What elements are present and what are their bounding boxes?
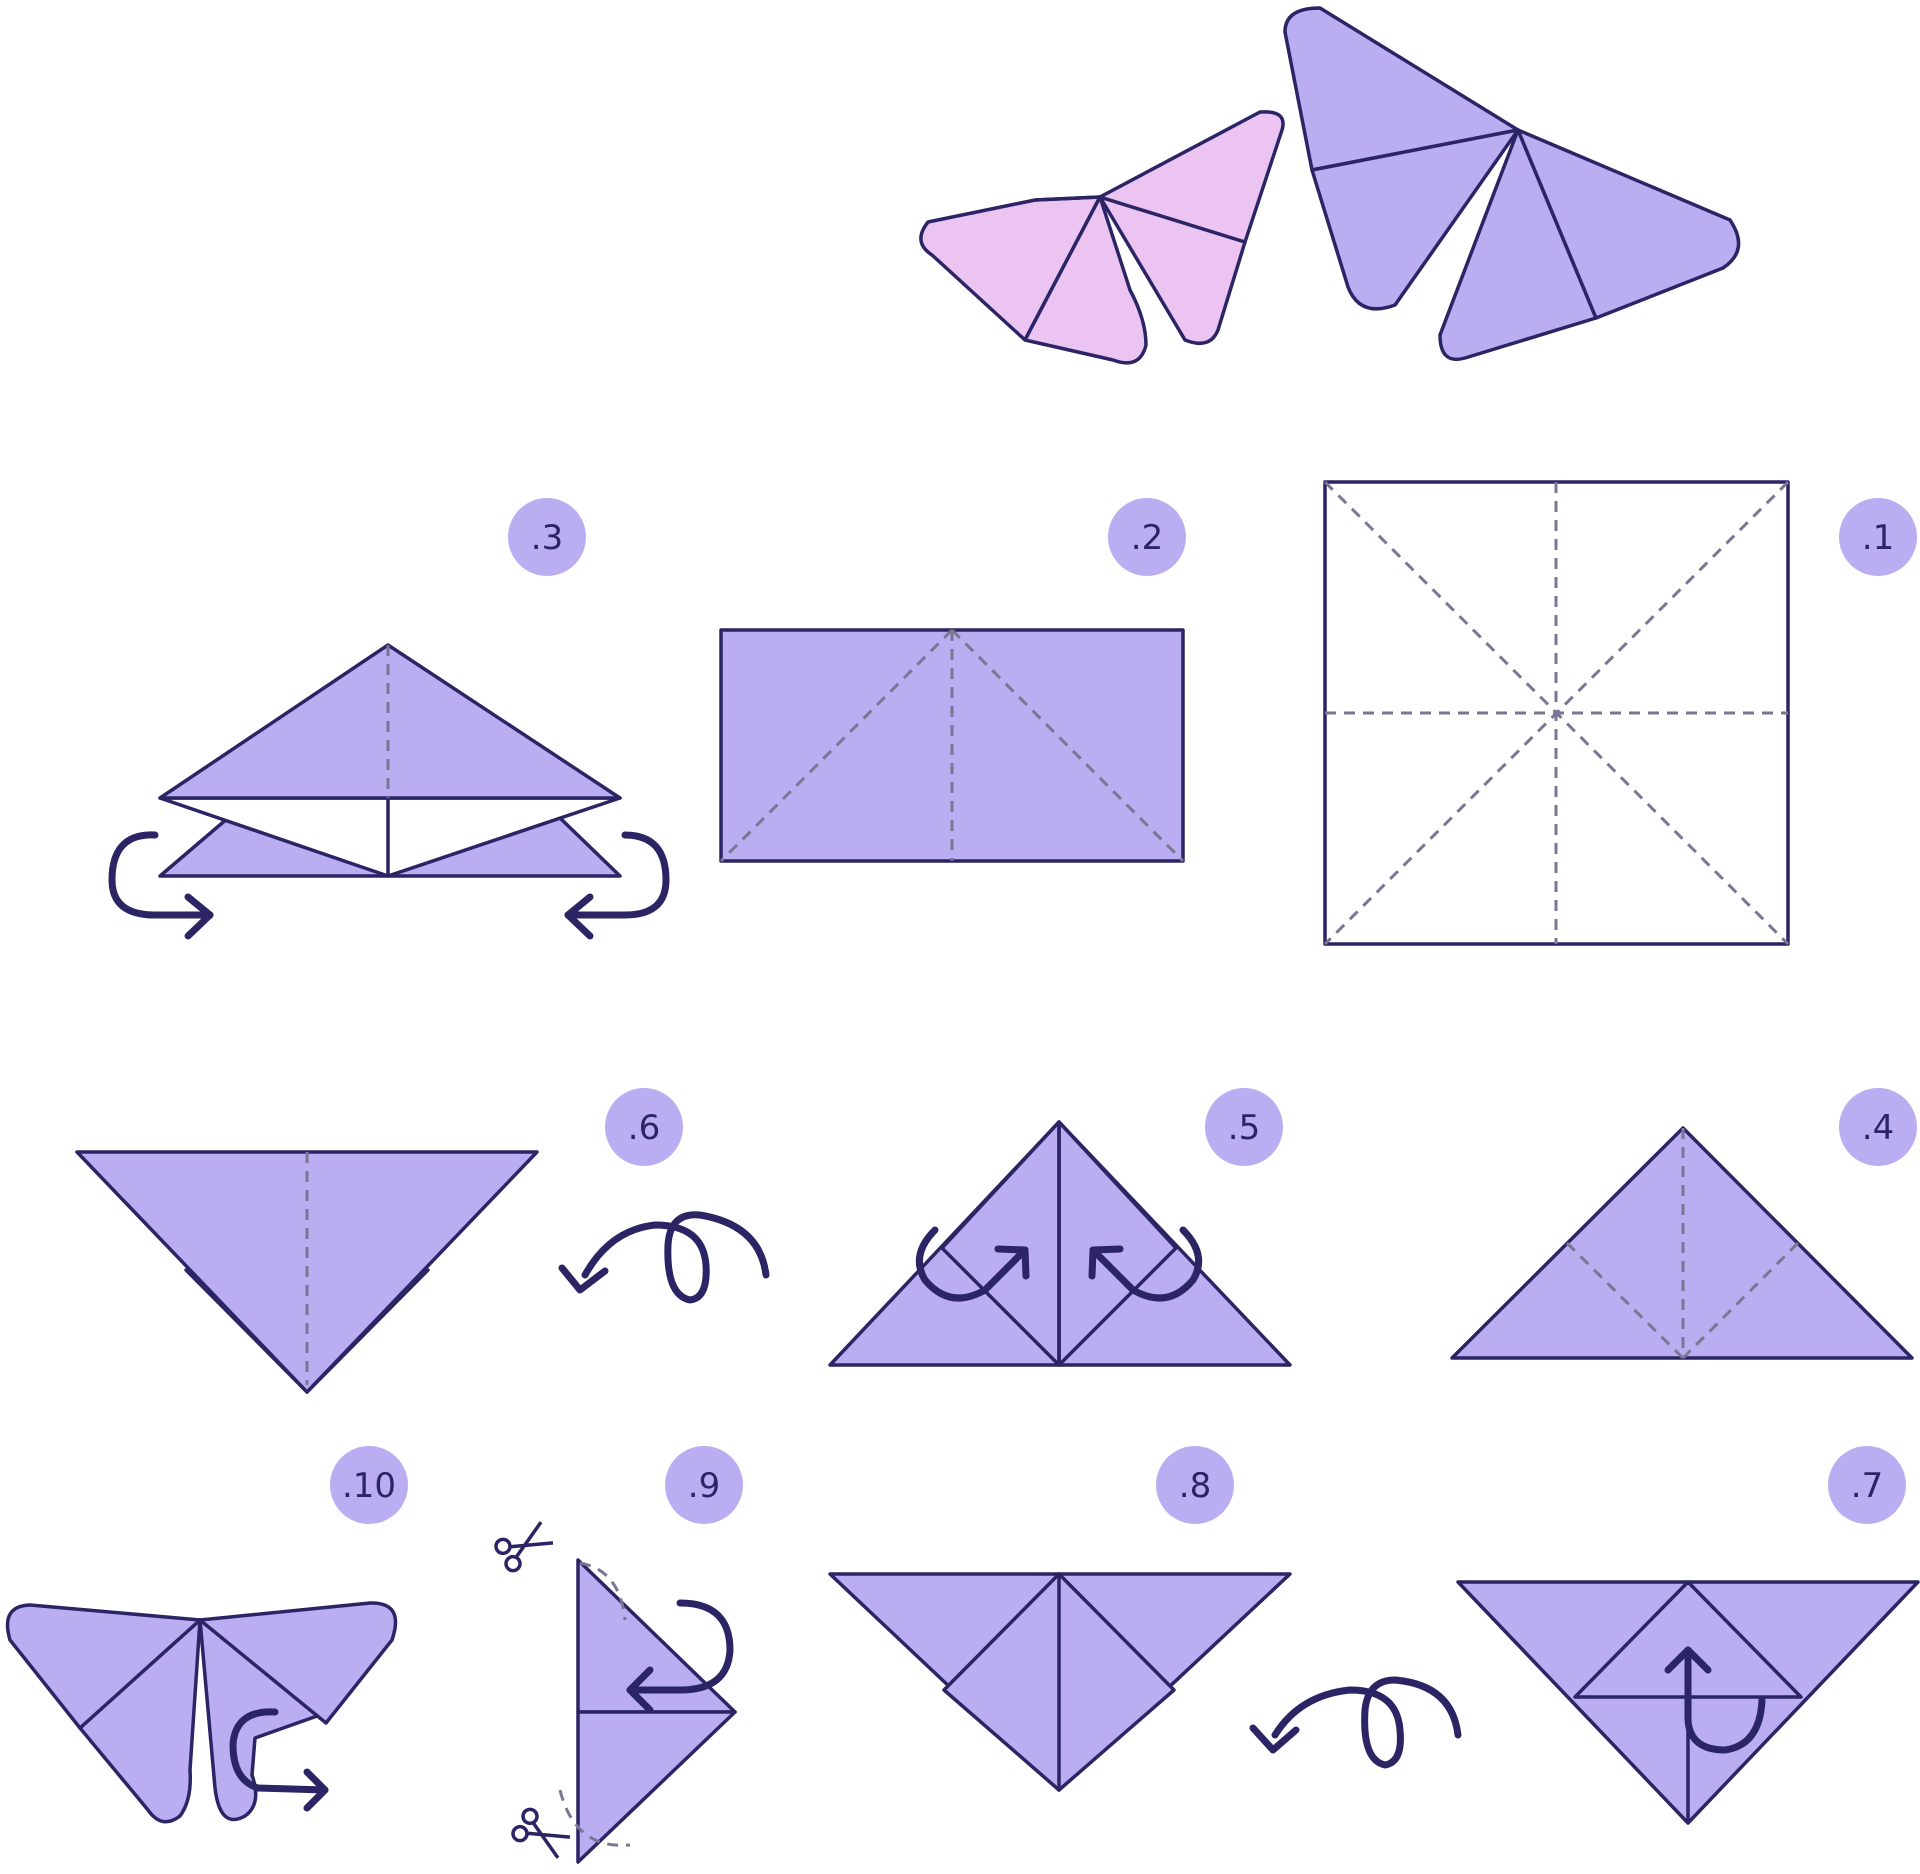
badge-step-9: .9 bbox=[665, 1446, 743, 1524]
finished-butterfly bbox=[919, 6, 1741, 365]
scissors-icon bbox=[494, 1521, 554, 1573]
step-2-rectangle bbox=[719, 628, 1185, 863]
badge-step-7: .7 bbox=[1828, 1446, 1906, 1524]
step-7-fold-tip bbox=[1456, 1580, 1920, 1825]
badge-step-8: .8 bbox=[1156, 1446, 1234, 1524]
step-10-shape-wings bbox=[5, 1601, 398, 1824]
pink-wing bbox=[919, 110, 1285, 365]
badge-label: .8 bbox=[1179, 1466, 1211, 1506]
step-8-flipped bbox=[828, 1572, 1462, 1792]
badge-label: .6 bbox=[628, 1108, 660, 1148]
badge-label: .1 bbox=[1862, 518, 1894, 558]
step-1-square bbox=[1323, 480, 1790, 946]
step-4-triangle bbox=[1450, 1126, 1914, 1360]
badge-label: .4 bbox=[1862, 1108, 1894, 1148]
step-9-cut-fold bbox=[494, 1521, 737, 1864]
badge-step-3: .3 bbox=[508, 498, 586, 576]
badge-step-4: .4 bbox=[1839, 1088, 1917, 1166]
badge-label: .2 bbox=[1131, 518, 1163, 558]
badge-label: .3 bbox=[531, 518, 563, 558]
badge-step-5: .5 bbox=[1205, 1088, 1283, 1166]
badge-step-10: .10 bbox=[330, 1446, 408, 1524]
badge-step-6: .6 bbox=[605, 1088, 683, 1166]
badge-label: .10 bbox=[342, 1466, 396, 1506]
step-6-inverted-triangle bbox=[75, 1150, 770, 1394]
purple-wing bbox=[1283, 6, 1741, 361]
scissors-icon bbox=[511, 1807, 571, 1859]
step-3-waterbomb bbox=[108, 643, 670, 940]
badge-label: .9 bbox=[688, 1466, 720, 1506]
badge-label: .7 bbox=[1851, 1466, 1883, 1506]
badge-label: .5 bbox=[1228, 1108, 1260, 1148]
badge-step-1: .1 bbox=[1839, 498, 1917, 576]
badge-step-2: .2 bbox=[1108, 498, 1186, 576]
step-5-fold-corners bbox=[828, 1120, 1292, 1367]
